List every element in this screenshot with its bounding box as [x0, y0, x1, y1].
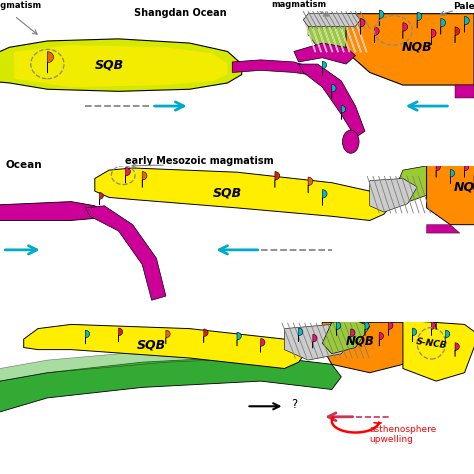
- Ellipse shape: [342, 130, 359, 153]
- Polygon shape: [322, 190, 327, 206]
- Polygon shape: [47, 52, 54, 73]
- Polygon shape: [308, 14, 356, 52]
- Polygon shape: [351, 329, 355, 343]
- Polygon shape: [365, 322, 369, 336]
- Polygon shape: [322, 320, 370, 354]
- Polygon shape: [166, 330, 170, 344]
- Polygon shape: [412, 328, 417, 342]
- Text: asthenosphere
upwelling: asthenosphere upwelling: [370, 425, 437, 444]
- Polygon shape: [417, 12, 422, 28]
- Polygon shape: [261, 338, 265, 353]
- Polygon shape: [322, 322, 417, 373]
- Text: SQB: SQB: [213, 187, 242, 200]
- Polygon shape: [237, 332, 241, 346]
- Text: SQB: SQB: [94, 58, 124, 72]
- Polygon shape: [427, 225, 460, 233]
- Polygon shape: [322, 61, 327, 76]
- Polygon shape: [427, 164, 474, 225]
- Polygon shape: [14, 45, 228, 87]
- Polygon shape: [232, 60, 308, 74]
- Polygon shape: [142, 172, 147, 188]
- Text: Neoproterozoic
magmatism: Neoproterozoic magmatism: [0, 0, 59, 10]
- Polygon shape: [0, 346, 284, 385]
- Text: Ocean: Ocean: [6, 160, 42, 170]
- Polygon shape: [374, 27, 379, 43]
- Polygon shape: [455, 27, 460, 43]
- Polygon shape: [0, 201, 104, 220]
- Text: Pale: Pale: [453, 2, 474, 11]
- Polygon shape: [0, 356, 341, 419]
- Polygon shape: [379, 10, 384, 26]
- Polygon shape: [204, 329, 208, 343]
- Polygon shape: [294, 43, 356, 64]
- Polygon shape: [431, 322, 436, 336]
- Polygon shape: [95, 168, 393, 220]
- Polygon shape: [446, 330, 450, 344]
- Polygon shape: [393, 166, 441, 204]
- Text: Shangdan Ocean: Shangdan Ocean: [134, 8, 227, 18]
- Polygon shape: [450, 170, 455, 184]
- Text: NQ: NQ: [454, 181, 474, 193]
- Polygon shape: [275, 172, 280, 188]
- Polygon shape: [441, 18, 446, 35]
- Polygon shape: [403, 320, 474, 381]
- Text: S-NCB: S-NCB: [415, 337, 447, 350]
- Polygon shape: [126, 167, 130, 183]
- Polygon shape: [465, 17, 469, 32]
- Polygon shape: [337, 322, 341, 336]
- Text: NQB: NQB: [402, 41, 432, 54]
- Polygon shape: [100, 192, 103, 205]
- Polygon shape: [341, 105, 346, 120]
- Polygon shape: [346, 14, 474, 85]
- Polygon shape: [370, 179, 417, 212]
- Polygon shape: [308, 177, 313, 193]
- Polygon shape: [455, 343, 459, 356]
- Text: NQB: NQB: [346, 335, 374, 348]
- Polygon shape: [389, 322, 393, 336]
- Text: SQB: SQB: [137, 339, 166, 352]
- Polygon shape: [85, 330, 90, 344]
- Polygon shape: [403, 23, 408, 39]
- Text: ?: ?: [292, 398, 298, 411]
- Polygon shape: [284, 324, 356, 360]
- Polygon shape: [332, 84, 336, 99]
- Polygon shape: [431, 29, 436, 45]
- Polygon shape: [436, 306, 443, 329]
- Text: Neoproterozoic
magmatism: Neoproterozoic magmatism: [262, 0, 335, 9]
- Polygon shape: [24, 324, 308, 368]
- Polygon shape: [379, 332, 383, 346]
- Polygon shape: [436, 163, 440, 177]
- Polygon shape: [465, 163, 469, 177]
- Polygon shape: [118, 328, 123, 342]
- Polygon shape: [455, 85, 474, 98]
- Polygon shape: [85, 206, 166, 300]
- Polygon shape: [303, 14, 360, 26]
- Text: early Mesozoic magmatism: early Mesozoic magmatism: [125, 156, 273, 166]
- Polygon shape: [313, 335, 317, 348]
- Polygon shape: [0, 39, 242, 91]
- Polygon shape: [299, 328, 303, 342]
- Polygon shape: [299, 64, 365, 137]
- Polygon shape: [360, 18, 365, 35]
